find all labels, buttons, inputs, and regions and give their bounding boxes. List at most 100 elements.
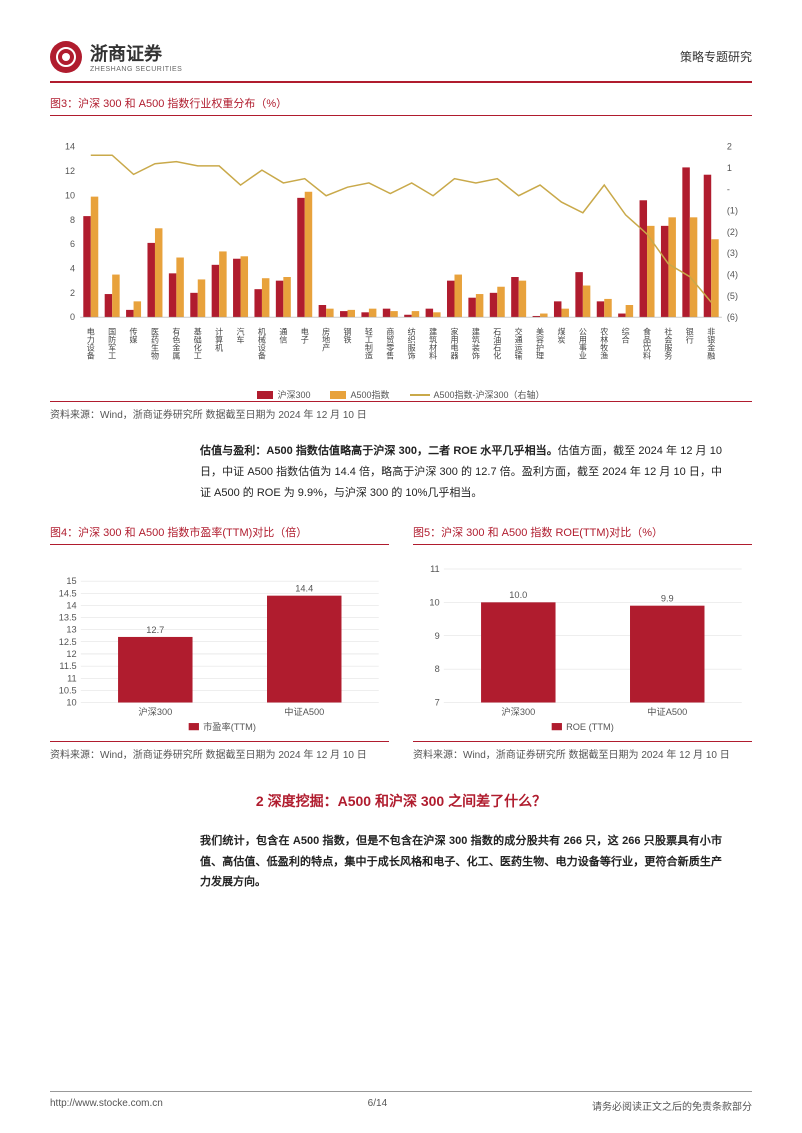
svg-text:6: 6 [70, 239, 75, 249]
fig4-source: 资料来源：Wind，浙商证券研究所 数据截至日期为 2024 年 12 月 10… [50, 741, 389, 761]
svg-text:4: 4 [70, 263, 75, 273]
svg-text:家用电器: 家用电器 [450, 326, 459, 360]
svg-text:9.9: 9.9 [661, 593, 674, 603]
page-footer: http://www.stocke.com.cn 6/14 请务必阅读正文之后的… [50, 1091, 752, 1113]
svg-text:商贸零售: 商贸零售 [386, 326, 395, 360]
fig4-col: 图4：沪深 300 和 A500 指数市盈率(TTM)对比（倍） 10 10.5 1… [50, 524, 389, 761]
svg-text:12: 12 [66, 649, 76, 659]
svg-text:沪深300: 沪深300 [501, 705, 535, 716]
footer-disclaimer: 请务必阅读正文之后的免责条款部分 [592, 1098, 752, 1113]
section2-body: 我们统计，包含在 A500 指数，但是不包含在沪深 300 指数的成分股共有 2… [200, 831, 722, 894]
footer-url: http://www.stocke.com.cn [50, 1098, 163, 1113]
svg-text:美容护理: 美容护理 [536, 326, 545, 359]
svg-text:2: 2 [70, 288, 75, 298]
svg-text:2: 2 [727, 142, 732, 152]
svg-text:建筑材料: 建筑材料 [429, 326, 438, 360]
svg-text:(2): (2) [727, 227, 738, 237]
svg-text:国防军工: 国防军工 [108, 327, 117, 359]
svg-text:纺织服饰: 纺织服饰 [407, 326, 416, 360]
para-bold: 估值与盈利：A500 指数估值略高于沪深 300，二者 ROE 水平几乎相当。 [200, 445, 558, 457]
legend-s2: A500指数 [350, 388, 389, 401]
fig3-chart: 0 2 4 6 8 10 12 14 2 1 - (1) (2) (3) (4) (5) (6) 电力设备 国防军工… [50, 122, 752, 382]
svg-text:通信: 通信 [279, 326, 288, 344]
fig5-col: 图5：沪深 300 和 A500 指数 ROE(TTM)对比（%） 7 8 9 10 1… [413, 524, 752, 761]
svg-text:中证A500: 中证A500 [284, 705, 324, 716]
svg-text:综合: 综合 [621, 326, 630, 344]
svg-text:10.0: 10.0 [509, 590, 527, 600]
fig4-title: 图4：沪深 300 和 A500 指数市盈率(TTM)对比（倍） [50, 524, 389, 545]
svg-text:(4): (4) [727, 270, 738, 280]
svg-text:14.5: 14.5 [59, 588, 77, 598]
footer-page: 6/14 [368, 1098, 387, 1113]
fig4-chart: 1010.51111.51212.51313.51414.51512.7沪深30… [50, 551, 389, 741]
page-header: 浙商证券 ZHESHANG SECURITIES 策略专题研究 [50, 40, 752, 83]
svg-text:石油石化: 石油石化 [493, 327, 502, 360]
fig5-source: 资料来源：Wind，浙商证券研究所 数据截至日期为 2024 年 12 月 10… [413, 741, 752, 761]
legend-s1: 沪深300 [277, 388, 310, 401]
svg-text:煤炭: 煤炭 [557, 326, 566, 344]
section2-title: 2 深度挖掘：A500 和沪深 300 之间差了什么？ [50, 791, 752, 811]
svg-text:11: 11 [67, 673, 77, 683]
svg-text:-: - [727, 184, 730, 194]
svg-text:14.4: 14.4 [295, 583, 313, 593]
svg-text:11: 11 [430, 564, 440, 574]
svg-text:食品饮料: 食品饮料 [643, 326, 652, 360]
svg-text:中证A500: 中证A500 [647, 705, 687, 716]
fig5-chart: 7 8 9 10 11 10.0 沪深300 9.9 中证A500 ROE (TTM) [413, 551, 752, 741]
svg-text:8: 8 [70, 215, 75, 225]
svg-text:9: 9 [435, 630, 440, 640]
svg-text:有色金属: 有色金属 [172, 326, 181, 360]
svg-text:8: 8 [435, 664, 440, 674]
svg-text:10.5: 10.5 [59, 685, 77, 695]
svg-text:12.5: 12.5 [59, 637, 77, 647]
svg-text:7: 7 [435, 697, 440, 707]
svg-text:房地产: 房地产 [322, 326, 331, 352]
svg-text:(3): (3) [727, 248, 738, 258]
svg-text:电子: 电子 [300, 326, 309, 343]
company-name-cn: 浙商证券 [90, 40, 182, 66]
svg-text:14: 14 [66, 600, 76, 610]
svg-text:轻工制造: 轻工制造 [364, 326, 373, 360]
svg-text:(1): (1) [727, 206, 738, 216]
fig3-source: 资料来源：Wind，浙商证券研究所 数据截至日期为 2024 年 12 月 10… [50, 401, 752, 421]
logo-block: 浙商证券 ZHESHANG SECURITIES [50, 40, 182, 73]
svg-text:计算机: 计算机 [215, 326, 224, 352]
svg-text:13: 13 [66, 624, 76, 634]
svg-text:沪深300: 沪深300 [138, 705, 172, 716]
svg-text:农林牧渔: 农林牧渔 [600, 326, 609, 359]
svg-text:汽车: 汽车 [236, 326, 245, 344]
svg-text:12: 12 [65, 166, 75, 176]
fig3-legend: 沪深300 A500指数 A500指数-沪深300（右轴） [50, 388, 752, 401]
svg-text:11.5: 11.5 [59, 661, 76, 671]
svg-text:市盈率(TTM): 市盈率(TTM) [203, 721, 256, 732]
svg-text:10: 10 [66, 697, 76, 707]
logo-icon [50, 41, 82, 73]
svg-text:交通运输: 交通运输 [514, 326, 523, 360]
svg-text:钢铁: 钢铁 [343, 326, 352, 344]
svg-text:1: 1 [727, 163, 732, 173]
svg-text:13.5: 13.5 [59, 612, 77, 622]
svg-text:社会服务: 社会服务 [664, 326, 673, 360]
svg-text:建筑装饰: 建筑装饰 [471, 326, 480, 360]
svg-text:基础化工: 基础化工 [193, 326, 202, 359]
fig3-title: 图3：沪深 300 和 A500 指数行业权重分布（%） [50, 95, 752, 116]
svg-text:(6): (6) [727, 312, 738, 322]
svg-text:公用事业: 公用事业 [578, 327, 587, 359]
svg-text:传媒: 传媒 [129, 326, 138, 344]
svg-text:(5): (5) [727, 291, 738, 301]
fig5-title: 图5：沪深 300 和 A500 指数 ROE(TTM)对比（%） [413, 524, 752, 545]
svg-text:机械设备: 机械设备 [257, 326, 266, 360]
doc-type: 策略专题研究 [680, 48, 752, 65]
svg-text:医药生物: 医药生物 [150, 327, 159, 360]
svg-text:14: 14 [65, 142, 75, 152]
svg-text:12.7: 12.7 [146, 625, 164, 635]
svg-text:电力设备: 电力设备 [86, 326, 95, 360]
company-name-en: ZHESHANG SECURITIES [90, 66, 182, 73]
svg-text:10: 10 [65, 190, 75, 200]
legend-line: A500指数-沪深300（右轴） [434, 388, 545, 401]
svg-text:银行: 银行 [685, 326, 694, 344]
svg-text:10: 10 [429, 597, 439, 607]
svg-text:ROE (TTM): ROE (TTM) [566, 722, 614, 732]
svg-text:0: 0 [70, 312, 75, 322]
fig-row: 图4：沪深 300 和 A500 指数市盈率(TTM)对比（倍） 10 10.5 1… [50, 524, 752, 761]
